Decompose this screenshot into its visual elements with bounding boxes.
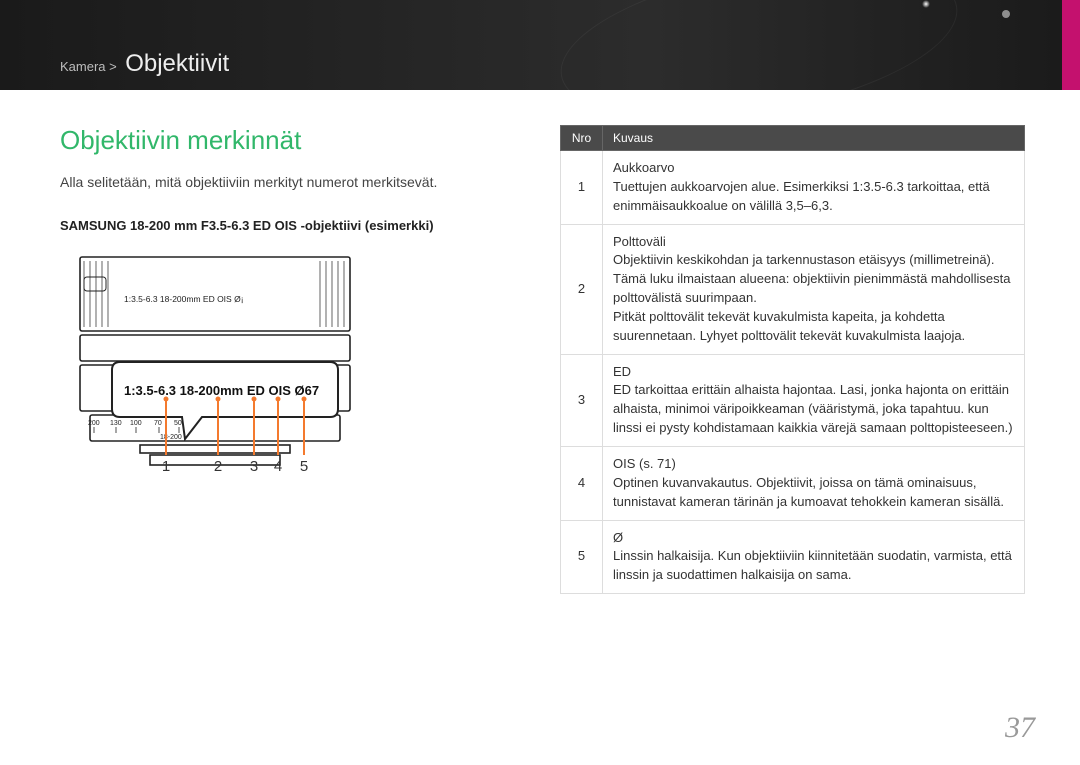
table-cell-desc: ØLinssin halkaisija. Kun objektiiviin ki… [603,520,1025,594]
example-label: SAMSUNG 18-200 mm F3.5-6.3 ED OIS -objek… [60,218,530,233]
breadcrumb-parent: Kamera > [60,59,117,74]
table-cell-num: 2 [561,224,603,354]
lens-engraving: 1:3.5-6.3 18-200mm ED OIS Ø¡ [124,294,244,304]
table-cell-num: 5 [561,520,603,594]
table-cell-desc: EDED tarkoittaa erittäin alhaista hajont… [603,354,1025,446]
svg-text:70: 70 [154,420,162,427]
table-cell-num: 1 [561,151,603,225]
table-row: 3EDED tarkoittaa erittäin alhaista hajon… [561,354,1025,446]
svg-text:200: 200 [88,420,100,427]
callout-num-3: 3 [250,458,258,475]
markings-table: Nro Kuvaus 1AukkoarvoTuettujen aukkoarvo… [560,125,1025,594]
table-row: 5ØLinssin halkaisija. Kun objektiiviin k… [561,520,1025,594]
table-cell-num: 3 [561,354,603,446]
right-column: Nro Kuvaus 1AukkoarvoTuettujen aukkoarvo… [560,125,1025,594]
table-row: 1AukkoarvoTuettujen aukkoarvojen alue. E… [561,151,1025,225]
table-row: 2PolttoväliObjektiivin keskikohdan ja ta… [561,224,1025,354]
svg-text:18-200: 18-200 [160,434,182,441]
svg-text:50: 50 [174,420,182,427]
content-area: Objektiivin merkinnät Alla selitetään, m… [0,90,1080,594]
table-cell-desc: OIS (s. 71)Optinen kuvanvakautus. Objekt… [603,446,1025,520]
lens-diagram: 1:3.5-6.3 18-200mm ED OIS Ø¡ 200 130 100… [60,247,480,497]
accent-bar [1062,0,1080,90]
section-intro: Alla selitetään, mitä objektiiviin merki… [60,174,530,190]
callout-marking-text: 1:3.5-6.3 18-200mm ED OIS Ø67 [124,383,319,398]
section-title: Objektiivin merkinnät [60,125,530,156]
svg-text:100: 100 [130,420,142,427]
page-header: Kamera > Objektiivit [0,0,1080,90]
table-cell-num: 4 [561,446,603,520]
svg-text:130: 130 [110,420,122,427]
table-header-num: Nro [561,126,603,151]
callout-num-5: 5 [300,458,308,475]
left-column: Objektiivin merkinnät Alla selitetään, m… [60,125,530,594]
callout-num-2: 2 [214,458,222,475]
table-cell-desc: PolttoväliObjektiivin keskikohdan ja tar… [603,224,1025,354]
callout-num-1: 1 [162,458,170,475]
page-number: 37 [1005,711,1035,745]
table-cell-desc: AukkoarvoTuettujen aukkoarvojen alue. Es… [603,151,1025,225]
table-row: 4OIS (s. 71)Optinen kuvanvakautus. Objek… [561,446,1025,520]
breadcrumb-current: Objektiivit [125,50,229,77]
callout-num-4: 4 [274,458,282,475]
table-header-desc: Kuvaus [603,126,1025,151]
